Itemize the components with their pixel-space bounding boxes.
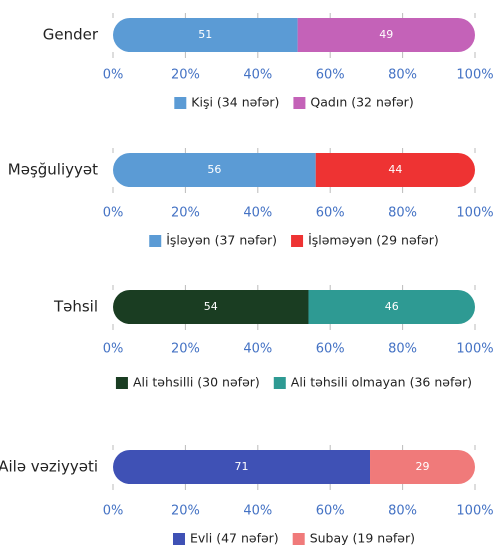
chart: Gender 0% 20% 40% 60% 80% 100% 51 49 Kişi (34 nəf… xyxy=(43,13,493,110)
legend-swatch xyxy=(174,97,187,109)
category-label: Gender xyxy=(43,26,99,44)
x-tick-label: 80% xyxy=(388,342,417,357)
x-tick-label: 40% xyxy=(243,342,272,357)
data-label: 44 xyxy=(388,163,402,176)
bar-segment xyxy=(113,153,316,187)
data-label: 29 xyxy=(416,460,430,473)
x-tick-label: 20% xyxy=(171,206,200,221)
legend-item: İşləməyən (29 nəfər) xyxy=(291,233,439,248)
data-label: 54 xyxy=(204,300,218,313)
legend: Kişi (34 nəfər) Qadın (32 nəfər) xyxy=(174,95,414,110)
legend: Ali təhsilli (30 nəfər) Ali təhsili olmay… xyxy=(115,375,472,390)
data-label: 49 xyxy=(379,28,393,41)
legend-swatch xyxy=(293,97,306,109)
x-tick-label: 60% xyxy=(316,504,345,519)
legend-label: İşləməyən (29 nəfər) xyxy=(308,233,439,248)
legend-swatch xyxy=(291,235,304,247)
x-tick-label: 100% xyxy=(456,68,493,83)
bar-segment xyxy=(370,450,475,484)
legend-label: Subay (19 nəfər) xyxy=(310,531,415,546)
chart: Ailə vəziyyəti 0% 20% 40% 60% 80% 100% 71 29 Evli… xyxy=(0,445,493,546)
chart: Məşğuliyyət 0% 20% 40% 60% 80% 100% 56 44 İşləyən… xyxy=(8,148,493,248)
x-tick-label: 0% xyxy=(103,342,124,357)
legend: İşləyən (37 nəfər) İşləməyən (29 nəfər) xyxy=(149,233,439,248)
bar-segment xyxy=(315,153,475,187)
data-label: 46 xyxy=(385,300,399,313)
x-tick-label: 100% xyxy=(456,504,493,519)
category-label: Məşğuliyyət xyxy=(8,161,98,179)
chart: Təhsil 0% 20% 40% 60% 80% 100% 54 46 Ali təhsilli… xyxy=(53,285,493,390)
bar-segment xyxy=(308,290,475,324)
bar-segment xyxy=(113,450,371,484)
data-label: 51 xyxy=(198,28,212,41)
legend-label: Evli (47 nəfər) xyxy=(190,531,279,546)
bar-segment xyxy=(113,290,309,324)
category-label: Təhsil xyxy=(53,298,98,316)
data-label: 71 xyxy=(235,460,249,473)
legend-swatch xyxy=(292,533,305,545)
legend-item: Subay (19 nəfər) xyxy=(292,531,415,546)
legend-item: İşləyən (37 nəfər) xyxy=(149,233,277,248)
x-tick-label: 20% xyxy=(171,68,200,83)
legend-swatch xyxy=(115,377,128,389)
x-tick-label: 80% xyxy=(388,206,417,221)
x-tick-label: 60% xyxy=(316,68,345,83)
legend-label: İşləyən (37 nəfər) xyxy=(166,233,277,248)
x-tick-label: 100% xyxy=(456,342,493,357)
x-tick-label: 60% xyxy=(316,342,345,357)
legend-item: Kişi (34 nəfər) xyxy=(174,95,279,110)
legend-item: Ali təhsilli (30 nəfər) xyxy=(115,375,260,390)
bar-segment xyxy=(113,18,298,52)
bar-group xyxy=(113,153,475,187)
x-tick-label: 100% xyxy=(456,206,493,221)
legend-swatch xyxy=(172,533,185,545)
bar-group xyxy=(113,290,475,324)
x-tick-label: 60% xyxy=(316,206,345,221)
bar-group xyxy=(113,450,475,484)
category-label: Ailə vəziyyəti xyxy=(0,458,98,476)
bar-segment xyxy=(297,18,475,52)
x-tick-label: 20% xyxy=(171,342,200,357)
x-tick-label: 80% xyxy=(388,68,417,83)
x-tick-label: 40% xyxy=(243,504,272,519)
x-tick-label: 40% xyxy=(243,206,272,221)
legend-item: Evli (47 nəfər) xyxy=(172,531,279,546)
legend-label: Ali təhsilli (30 nəfər) xyxy=(133,375,260,390)
legend-label: Kişi (34 nəfər) xyxy=(191,95,279,110)
x-tick-label: 0% xyxy=(103,504,124,519)
legend-label: Qadın (32 nəfər) xyxy=(310,95,413,110)
legend-swatch xyxy=(149,235,162,247)
bar-group xyxy=(113,18,475,52)
x-tick-label: 40% xyxy=(243,68,272,83)
legend-swatch xyxy=(273,377,286,389)
x-tick-label: 0% xyxy=(103,206,124,221)
legend: Evli (47 nəfər) Subay (19 nəfər) xyxy=(172,531,415,546)
data-label: 56 xyxy=(207,163,221,176)
x-tick-label: 20% xyxy=(171,504,200,519)
legend-item: Qadın (32 nəfər) xyxy=(293,95,414,110)
legend-label: Ali təhsili olmayan (36 nəfər) xyxy=(291,375,472,390)
legend-item: Ali təhsili olmayan (36 nəfər) xyxy=(273,375,472,390)
x-tick-label: 80% xyxy=(388,504,417,519)
x-tick-label: 0% xyxy=(103,68,124,83)
